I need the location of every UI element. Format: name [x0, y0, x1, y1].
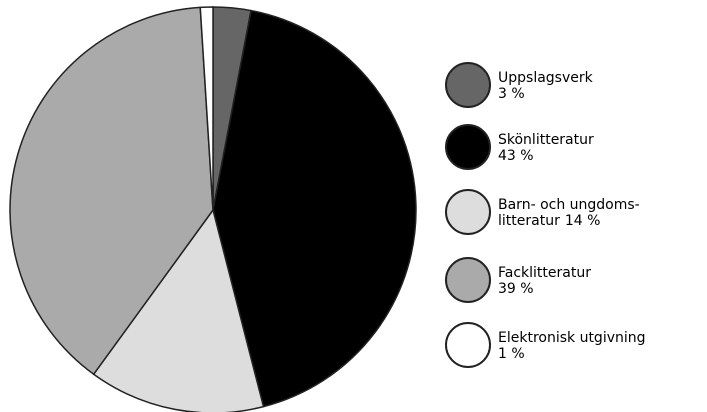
legend-value: 1 %: [498, 346, 525, 362]
pie-slice: [9, 6, 214, 376]
legend-label: Skönlitteratur: [498, 132, 594, 148]
legend-label: Facklitteratur: [498, 265, 591, 281]
legend-value: 14 %: [565, 213, 601, 229]
legend-swatch: [445, 189, 491, 235]
pie-slice: [212, 9, 417, 408]
legend-label: Elektronisk utgivning: [498, 330, 646, 346]
legend-label: litteratur 14 %: [498, 213, 600, 229]
legend-value: 3 %: [498, 86, 525, 102]
legend-value: 39 %: [498, 281, 534, 297]
legend-swatch: [445, 257, 491, 303]
legend-label: litteratur: [498, 213, 560, 229]
pie-slice: [92, 208, 265, 412]
legend-swatch: [445, 124, 491, 170]
legend-swatch: [445, 62, 491, 108]
pie-slice: [199, 6, 214, 211]
legend-value: 43 %: [498, 148, 534, 164]
legend-label: Uppslagsverk: [498, 70, 594, 86]
legend-swatch: [445, 322, 491, 368]
legend-label: Barn- och ungdoms-: [498, 197, 640, 213]
